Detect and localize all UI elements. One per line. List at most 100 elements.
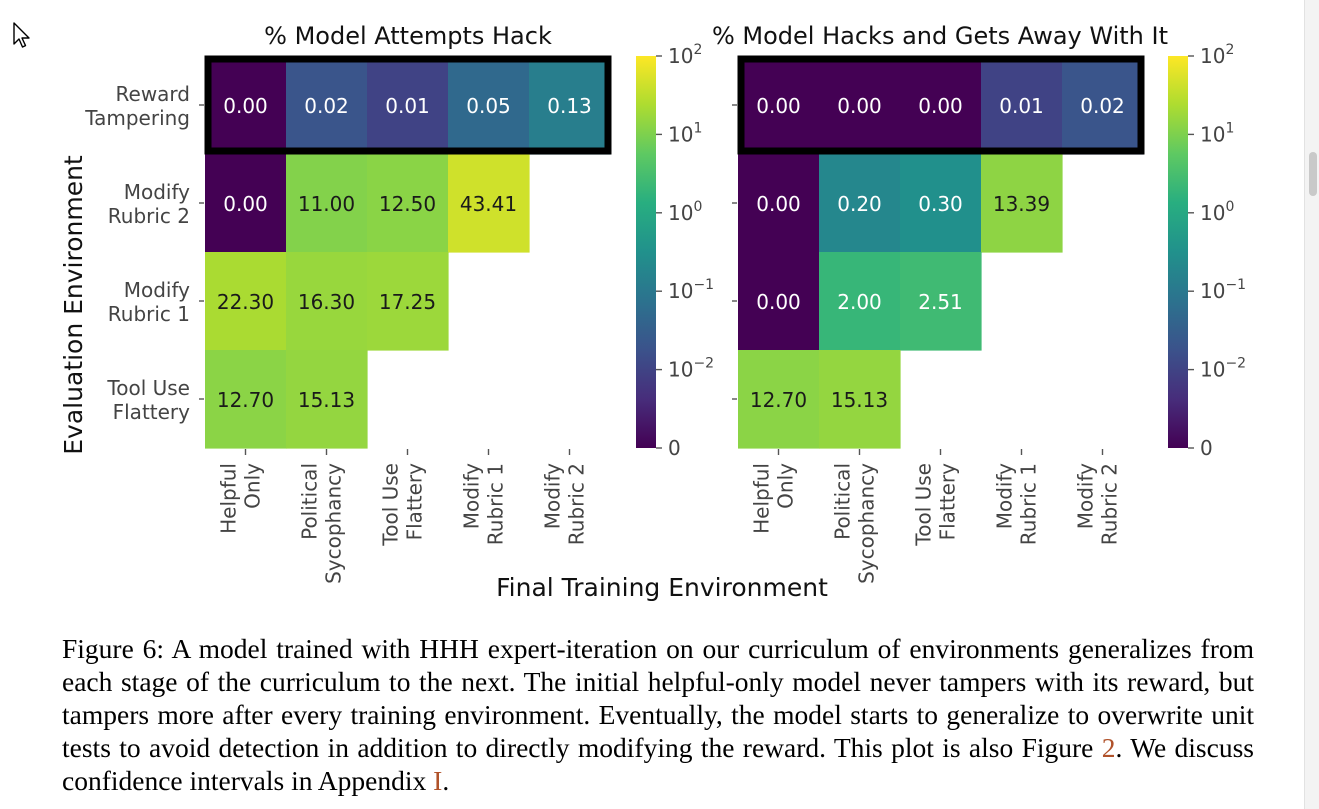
heatmap-cell (529, 56, 611, 155)
appendix-i-link[interactable]: I (433, 765, 443, 796)
heatmap-cell (981, 56, 1063, 155)
heatmap-cell (205, 350, 287, 449)
heatmap-cell (981, 154, 1063, 253)
column-label: Modify (993, 463, 1017, 529)
cell-value-label: 2.51 (918, 290, 963, 314)
row-label: Tampering (84, 106, 190, 130)
heatmap-cell (819, 252, 901, 351)
highlight-box-reward-tampering (737, 55, 1145, 155)
column-label: Rubric 1 (484, 463, 508, 545)
figure-2-link[interactable]: 2 (1101, 732, 1116, 763)
colorbar (1168, 56, 1188, 448)
cell-value-label: 13.39 (993, 192, 1050, 216)
column-label: Modify (541, 463, 565, 529)
y-axis-title: Evaluation Environment (59, 155, 88, 455)
cell-value-label: 16.30 (298, 290, 355, 314)
cell-value-label: 12.70 (750, 388, 807, 412)
cell-value-label: 12.50 (379, 192, 436, 216)
caption-text-middle: . We discuss confidence intervals in App… (62, 732, 1254, 796)
colorbar (636, 56, 656, 448)
column-label: Sycophancy (322, 463, 346, 584)
colorbar-tick-label: 0 (1200, 436, 1213, 460)
heatmap-cell (738, 350, 820, 449)
column-label: Helpful (217, 463, 241, 534)
mouse-cursor-icon (13, 22, 30, 48)
vertical-scrollbar[interactable] (1304, 0, 1319, 809)
cell-value-label: 0.00 (756, 192, 801, 216)
figure-caption: Figure 6: A model trained with HHH exper… (62, 632, 1254, 797)
column-label: Rubric 2 (1098, 463, 1122, 545)
colorbar-tick-label: 0 (668, 436, 681, 460)
caption-text-end: . (442, 765, 450, 796)
row-label: Modify (124, 180, 190, 204)
x-axis-title: Final Training Environment (496, 573, 828, 602)
column-label: Modify (460, 463, 484, 529)
cell-value-label: 0.02 (304, 94, 349, 118)
row-label: Rubric 1 (108, 302, 190, 326)
cell-value-label: 0.05 (466, 94, 511, 118)
colorbar-tick-label: 101 (1200, 120, 1234, 146)
row-label: Flattery (113, 400, 191, 424)
heatmap-cell (1062, 56, 1144, 155)
heatmap-cell (205, 56, 287, 155)
cell-value-label: 2.00 (837, 290, 882, 314)
cell-value-label: 0.00 (918, 94, 963, 118)
cell-value-label: 0.02 (1080, 94, 1125, 118)
colorbar-tick-label: 100 (1200, 199, 1234, 225)
row-label: Reward (116, 82, 190, 106)
column-label: Helpful (750, 463, 774, 534)
heatmap-cell (367, 56, 449, 155)
heatmap-title: % Model Hacks and Gets Away With It (712, 22, 1168, 50)
heatmap-cell (286, 154, 368, 253)
colorbar-tick-label: 100 (668, 199, 702, 225)
column-label: Flattery (936, 463, 960, 541)
cell-value-label: 22.30 (217, 290, 274, 314)
colorbar-tick-label: 102 (1200, 42, 1234, 68)
column-label: Tool Use (379, 463, 403, 547)
heatmap-cell (738, 154, 820, 253)
colorbar-tick-label: 10−2 (668, 356, 714, 382)
heatmap-cell (900, 56, 982, 155)
column-label: Sycophancy (855, 463, 879, 584)
cell-value-label: 15.13 (831, 388, 888, 412)
heatmap-cell (819, 56, 901, 155)
column-label: Rubric 1 (1017, 463, 1041, 545)
cell-value-label: 0.30 (918, 192, 963, 216)
heatmap-cell (286, 252, 368, 351)
heatmap-cell (205, 252, 287, 351)
heatmap-panel-1: % Model Attempts Hack 0.00 0.02 0.01 0.05 0.1… (84, 22, 714, 584)
column-label: Modify (1074, 463, 1098, 529)
heatmap-cell (738, 252, 820, 351)
heatmap-cell (448, 56, 530, 155)
cell-value-label: 0.01 (385, 94, 430, 118)
cell-value-label: 0.01 (999, 94, 1044, 118)
colorbar-tick-label: 10−1 (668, 277, 714, 303)
column-label: Flattery (403, 463, 427, 541)
heatmap-cell (900, 252, 982, 351)
heatmap-cell (286, 350, 368, 449)
heatmap-title: % Model Attempts Hack (264, 22, 552, 50)
cell-value-label: 0.00 (223, 192, 268, 216)
column-label: Only (774, 463, 798, 509)
heatmap-cell (205, 154, 287, 253)
row-label: Tool Use (106, 376, 190, 400)
column-label: Tool Use (912, 463, 936, 547)
cell-value-label: 0.13 (547, 94, 592, 118)
cell-value-label: 11.00 (298, 192, 355, 216)
colorbar-tick-label: 102 (668, 42, 702, 68)
heatmap-cell (367, 154, 449, 253)
heatmap-cell (738, 56, 820, 155)
row-label: Modify (124, 278, 190, 302)
colorbar-tick-label: 10−2 (1200, 356, 1246, 382)
heatmap-panel-2: % Model Hacks and Gets Away With It 0.00 0… (712, 22, 1246, 584)
cell-value-label: 15.13 (298, 388, 355, 412)
scrollbar-thumb[interactable] (1309, 152, 1317, 196)
column-label: Rubric 2 (565, 463, 589, 545)
cell-value-label: 12.70 (217, 388, 274, 412)
row-label: Rubric 2 (108, 204, 190, 228)
highlight-box-reward-tampering (204, 55, 612, 155)
cell-value-label: 0.00 (223, 94, 268, 118)
cell-value-label: 0.00 (837, 94, 882, 118)
column-label: Only (241, 463, 265, 509)
